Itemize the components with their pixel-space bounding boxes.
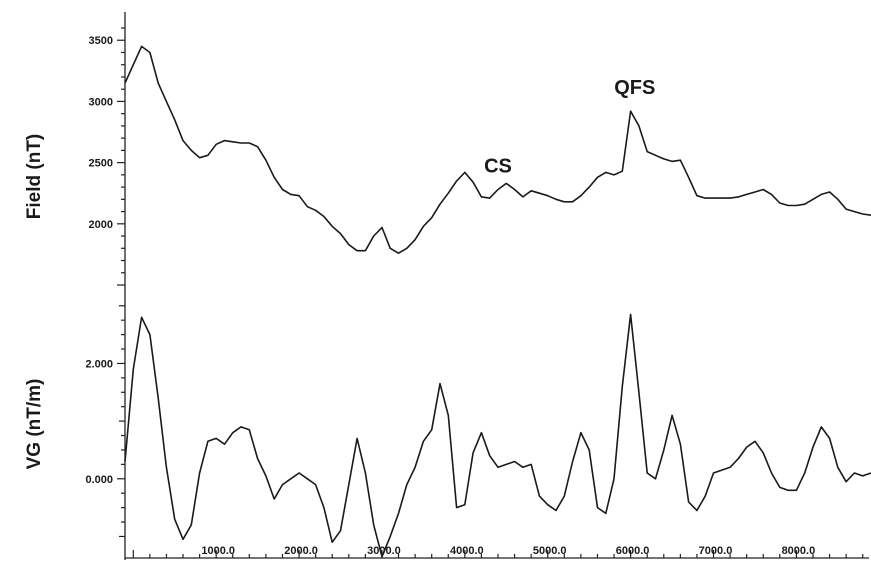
vg-axis-title: VG (nT/m) bbox=[24, 379, 45, 470]
y-tick-label: 0.000 bbox=[85, 474, 113, 486]
x-axis: 1000.0 2000.0 3000.0 4000.0 5000.0 6000.0 7000… bbox=[125, 545, 869, 559]
y-tick-label: 2000 bbox=[89, 219, 113, 231]
x-tick-label: 8000.0 bbox=[782, 545, 816, 557]
annotation-cs: CS bbox=[484, 155, 512, 177]
x-tick-label: 5000.0 bbox=[533, 545, 567, 557]
field-series-line bbox=[124, 45, 871, 254]
x-tick-label: 7000.0 bbox=[699, 545, 733, 557]
y-tick-label: 2500 bbox=[89, 158, 113, 170]
annotation-qfs: QFS bbox=[614, 77, 655, 99]
field-panel: 2000 2500 3000 3500 Field (nT) CS QFS bbox=[24, 12, 871, 560]
field-axis-title: Field (nT) bbox=[24, 134, 45, 219]
y-tick-label: 3000 bbox=[89, 96, 113, 108]
x-tick-label: 3000.0 bbox=[367, 545, 401, 557]
x-tick-label: 1000.0 bbox=[201, 545, 235, 557]
x-tick-label: 2000.0 bbox=[284, 545, 318, 557]
x-tick-label: 6000.0 bbox=[616, 545, 650, 557]
x-tick-label: 4000.0 bbox=[450, 545, 484, 557]
y-tick-label: 3500 bbox=[89, 35, 113, 47]
vg-panel: 0.000 2.000 VG (nT/m) bbox=[24, 305, 871, 558]
y-tick-label: 2.000 bbox=[85, 358, 113, 370]
vg-series-line bbox=[124, 313, 871, 558]
